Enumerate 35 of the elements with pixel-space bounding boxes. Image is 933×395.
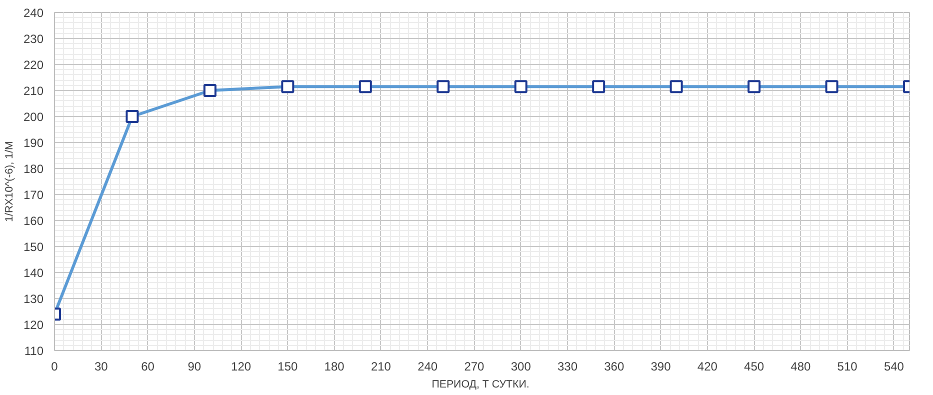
x-tick-label: 210 <box>370 360 392 374</box>
x-tick-label: 420 <box>697 360 718 374</box>
y-tick-label: 210 <box>23 84 44 98</box>
y-tick-label: 170 <box>23 188 44 202</box>
x-tick-label: 510 <box>837 360 858 374</box>
x-tick-label: 0 <box>51 360 58 374</box>
x-tick-label: 60 <box>141 360 155 374</box>
x-tick-label: 240 <box>418 360 438 374</box>
x-tick-label: 270 <box>464 360 485 374</box>
x-tick-label: 330 <box>557 360 578 374</box>
x-tick-label: 30 <box>94 360 108 374</box>
y-tick-label: 240 <box>23 6 44 20</box>
y-tick-label: 140 <box>23 266 44 280</box>
x-tick-label: 90 <box>188 360 202 374</box>
x-axis-title: ПЕРИОД, Т СУТКИ. <box>432 378 530 390</box>
y-tick-label: 230 <box>23 32 44 46</box>
x-tick-label: 150 <box>278 360 298 374</box>
x-tick-label: 450 <box>744 360 764 374</box>
y-tick-label: 180 <box>23 162 44 176</box>
x-tick-label: 300 <box>510 360 532 374</box>
x-tick-label: 360 <box>604 360 624 374</box>
y-tick-label: 190 <box>23 136 44 150</box>
y-axis-title: 1/RX10^(-6), 1/M <box>3 141 16 222</box>
x-tick-label: 390 <box>650 360 672 374</box>
y-tick-label: 110 <box>24 344 44 358</box>
y-tick-label: 150 <box>23 240 44 254</box>
x-tick-label: 480 <box>790 360 812 374</box>
y-tick-label: 130 <box>23 292 44 306</box>
x-tick-label: 540 <box>884 360 904 374</box>
y-tick-label: 220 <box>23 58 44 72</box>
x-tick-label: 180 <box>324 360 345 374</box>
y-tick-label: 120 <box>23 318 44 332</box>
y-tick-label: 200 <box>23 110 44 124</box>
y-tick-label: 160 <box>23 214 44 228</box>
x-tick-label: 120 <box>231 360 252 374</box>
